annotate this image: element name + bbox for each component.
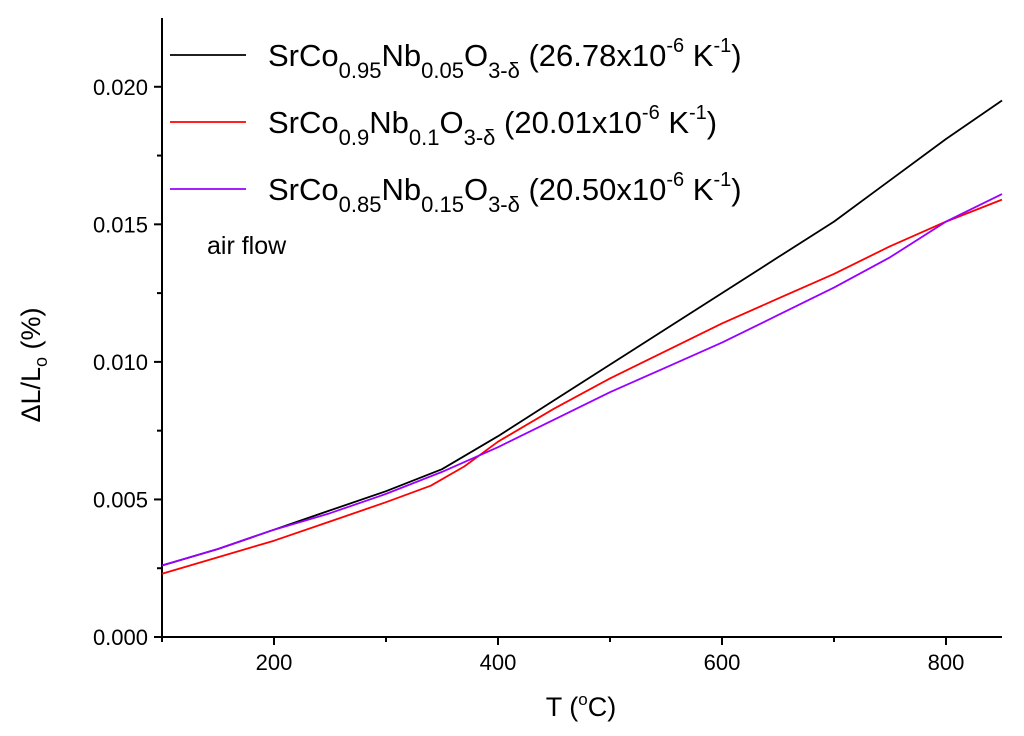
legend-label-part: 0.9 [339,125,370,150]
legend-label-part: 0.15 [421,192,464,217]
legend-label-part: 0.95 [339,58,382,83]
legend-label-part: K [684,172,714,207]
legend-label-part: Nb [381,38,421,73]
x-tick-label: 800 [928,650,965,675]
y-tick-label: 0.000 [93,625,148,650]
legend-label-3: SrCo0.85Nb0.15O3-δ (20.50x10-6 K-1) [268,169,742,217]
y-tick-label: 0.010 [93,350,148,375]
legend-label-part: -6 [642,102,660,124]
legend-label-part: O [439,105,463,140]
legend-label-part: ) [731,172,741,207]
legend-label-part: K [660,105,690,140]
series-line-2 [161,198,1003,575]
legend-label-part: (20.50x10 [520,172,667,207]
x-axis-label-main: T ( [546,692,579,722]
legend-label-2: SrCo0.9Nb0.1O3-δ (20.01x10-6 K-1) [268,102,717,150]
legend-label-part: SrCo [268,38,339,73]
legend-label-part: -1 [689,102,707,124]
y-tick-label: 0.015 [93,212,148,237]
x-axis-label-sup: o [578,690,587,709]
y-tick-label: 0.005 [93,487,148,512]
legend-label-part: ) [731,38,741,73]
x-axis: 200 400 600 800 [161,637,965,675]
legend: SrCo0.95Nb0.05O3-δ (26.78x10-6 K-1)SrCo0… [170,35,742,217]
legend-label-part: SrCo [268,105,339,140]
series-line-3 [161,193,1003,567]
y-axis-label-post: (%) [16,307,46,357]
y-axis-label-pre: ΔL/L [16,367,46,423]
plot-area [161,99,1003,575]
legend-label-part: O [464,38,488,73]
x-tick-label: 400 [480,650,517,675]
legend-label-part: SrCo [268,172,339,207]
legend-label-part: O [464,172,488,207]
legend-label-part: -6 [666,35,684,57]
x-tick-label: 600 [704,650,741,675]
x-axis-label-tail: C) [588,692,617,722]
legend-label-part: K [684,38,714,73]
legend-label-part: ) [707,105,717,140]
y-axis: 0.000 0.005 0.010 0.015 0.020 [93,75,162,650]
legend-label-part: 0.05 [421,58,464,83]
legend-label-part: -1 [713,35,731,57]
y-axis-label-sub: o [31,357,51,367]
legend-label-part: -1 [713,169,731,191]
legend-label-part: Nb [381,172,421,207]
legend-label-part: (26.78x10 [520,38,667,73]
y-axis-label: ΔL/Lo (%) [16,307,51,422]
legend-label-part: (20.01x10 [495,105,642,140]
legend-label-part: 0.1 [409,125,440,150]
series-line-1 [161,99,1003,567]
y-tick-label: 0.020 [93,75,148,100]
x-axis-label: T (oC) [546,690,616,722]
x-tick-label: 200 [256,650,293,675]
legend-label-part: 3-δ [464,125,496,150]
legend-label-part: Nb [369,105,409,140]
axes-frame [161,18,1002,638]
legend-label-part: -6 [666,169,684,191]
legend-label-1: SrCo0.95Nb0.05O3-δ (26.78x10-6 K-1) [268,35,742,83]
legend-label-part: 3-δ [488,192,520,217]
legend-label-part: 0.85 [339,192,382,217]
annotation-air-flow: air flow [207,232,287,260]
legend-label-part: 3-δ [488,58,520,83]
